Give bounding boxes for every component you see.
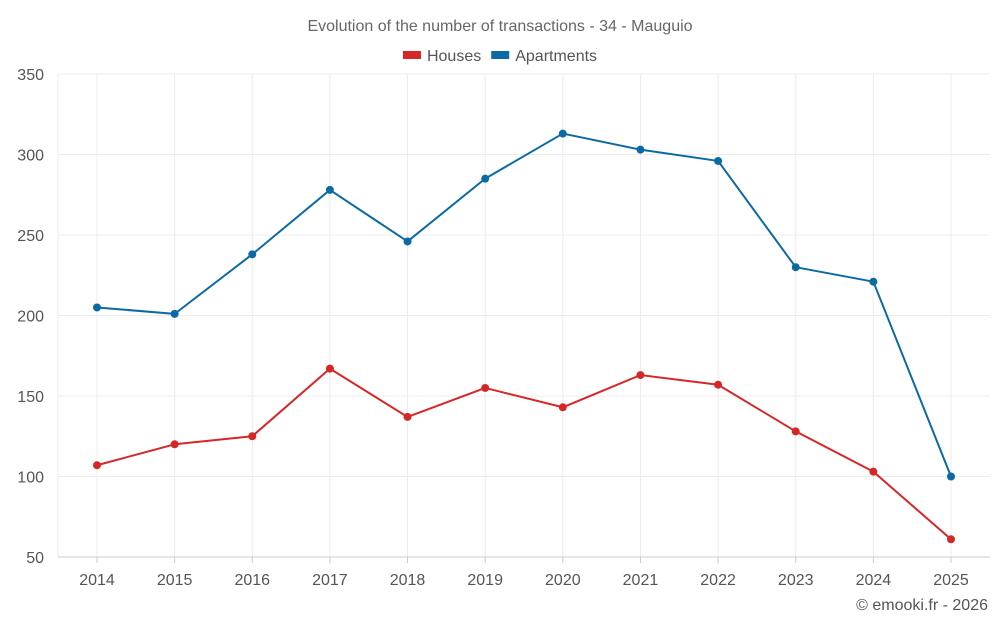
x-tick-label: 2022 [700, 572, 736, 589]
apartments-point-2019 [481, 174, 490, 183]
apartments-point-2015 [170, 309, 179, 318]
houses-point-2015 [170, 440, 179, 449]
apartments-point-2017 [325, 185, 334, 194]
x-tick-label: 2018 [390, 572, 426, 589]
chart-title: Evolution of the number of transactions … [307, 18, 692, 35]
houses-point-2017 [325, 364, 334, 373]
x-tick-label: 2014 [79, 572, 115, 589]
houses-point-2022 [714, 380, 723, 389]
x-tick-label: 2017 [312, 572, 348, 589]
x-tick-label: 2021 [623, 572, 659, 589]
houses-point-2018 [403, 412, 412, 421]
x-tick-label: 2023 [778, 572, 814, 589]
houses-point-2019 [481, 383, 490, 392]
x-tick-label: 2024 [856, 572, 892, 589]
apartments-point-2023 [791, 263, 800, 272]
x-tick-label: 2019 [467, 572, 503, 589]
legend: Houses Apartments [402, 48, 597, 65]
apartments-point-2025 [947, 472, 955, 481]
y-tick-label: 150 [17, 389, 44, 406]
apartments-point-2016 [248, 250, 257, 259]
x-tick-label: 2015 [157, 572, 193, 589]
apartments-point-2014 [93, 303, 101, 312]
apartments-point-2021 [636, 145, 645, 154]
grid-lines [57, 73, 990, 557]
y-tick-label: 100 [17, 470, 44, 487]
houses-point-2023 [791, 427, 800, 436]
houses-point-2021 [636, 371, 645, 380]
houses-point-2020 [558, 403, 567, 412]
x-tick-label: 2016 [234, 572, 270, 589]
series-layer [93, 129, 955, 544]
houses-point-2025 [947, 535, 955, 544]
credit-text: © emooki.fr - 2026 [856, 597, 988, 614]
apartments-point-2020 [558, 129, 567, 138]
apartments-series-line [96, 132, 952, 477]
houses-point-2014 [93, 461, 101, 470]
houses-point-2024 [869, 467, 878, 476]
y-tick-label: 200 [17, 309, 44, 326]
y-tick-label: 250 [17, 228, 44, 245]
apartments-point-2022 [714, 156, 723, 165]
houses-series-line [96, 367, 952, 541]
apartments-legend-swatch [491, 51, 510, 59]
apartments-legend-label: Apartments [515, 48, 597, 65]
y-tick-label: 300 [17, 148, 44, 165]
y-tick-label: 350 [17, 67, 44, 84]
x-tick-label: 2020 [545, 572, 581, 589]
x-tick-label: 2025 [933, 572, 969, 589]
apartments-point-2024 [869, 277, 878, 286]
houses-legend-swatch [402, 51, 421, 59]
houses-legend-label: Houses [427, 48, 481, 65]
apartments-point-2018 [403, 237, 412, 246]
houses-point-2016 [248, 432, 257, 441]
y-tick-label: 50 [26, 550, 44, 567]
axes: 50 100 150 200 250 300 350 2014 2015 2016 2017 2018… [17, 67, 990, 589]
